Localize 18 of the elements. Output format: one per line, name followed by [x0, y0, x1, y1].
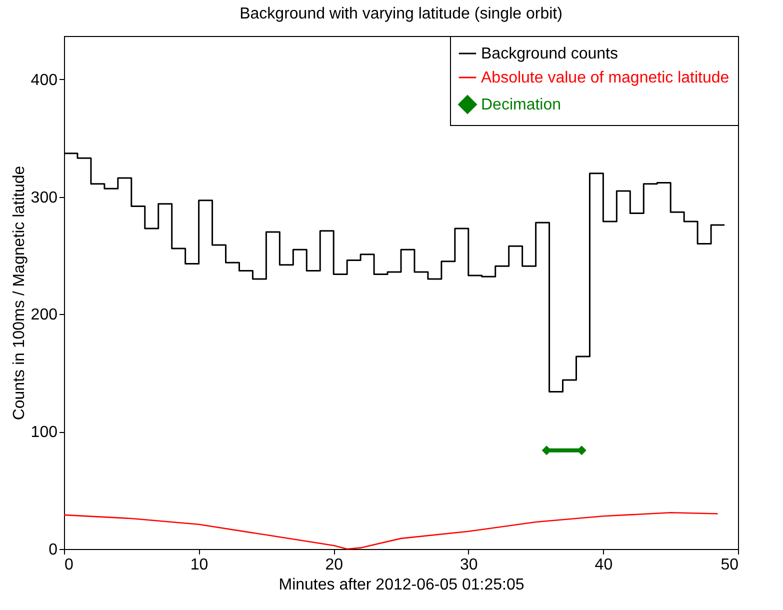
x-tick-label: 0: [64, 556, 74, 574]
y-tick-label: 300: [30, 189, 58, 206]
x-tick-label: 50: [720, 556, 739, 574]
y-tick-label: 0: [48, 542, 58, 558]
legend-label: Decimation: [481, 96, 562, 114]
y-tick-label: 100: [30, 424, 58, 442]
chart-title: Background with varying latitude (single orbit): [240, 6, 562, 22]
y-tick-label: 200: [30, 306, 58, 324]
x-tick-label: 40: [594, 556, 613, 574]
x-axis-title: Minutes after 2012-06-05 01:25:05: [278, 576, 524, 594]
y-axis-title: Counts in 100ms / Magnetic latitude: [10, 166, 28, 420]
x-tick-label: 20: [325, 556, 344, 574]
line-series: [63, 512, 718, 550]
legend-label: Background counts: [481, 46, 618, 62]
x-tick-label: 10: [190, 556, 208, 574]
y-tick-label: 400: [30, 72, 58, 89]
legend-label: Absolute value of magnetic latitude: [481, 70, 730, 86]
x-tick-label: 30: [460, 556, 478, 574]
